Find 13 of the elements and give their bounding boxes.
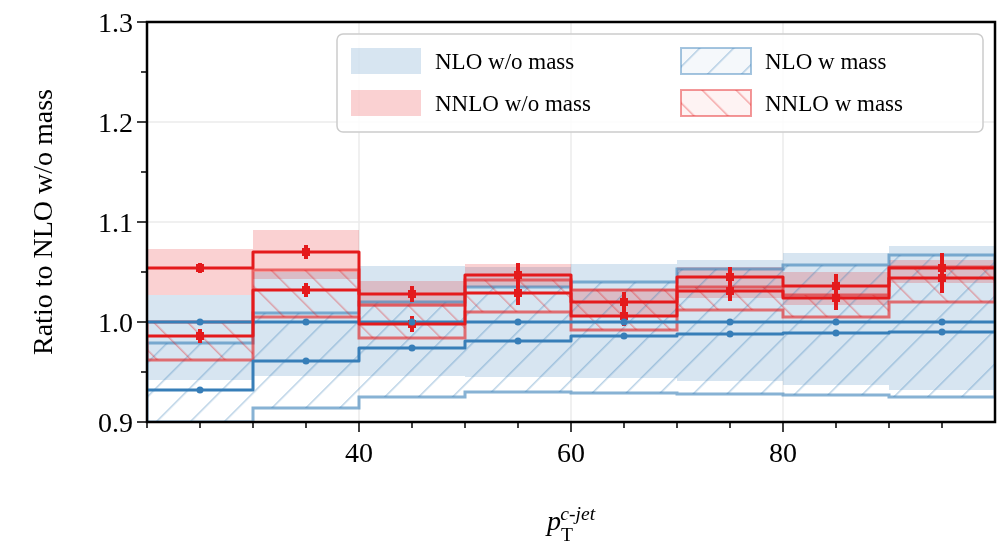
y-tick-label: 1.3	[98, 7, 133, 38]
y-tick-label: 1.1	[98, 207, 133, 238]
legend-label: NLO w/o mass	[435, 49, 575, 74]
legend-label: NNLO w mass	[765, 91, 904, 116]
x-tick-label: 80	[769, 437, 797, 468]
x-tick-label: 40	[345, 437, 373, 468]
legend-label: NNLO w/o mass	[435, 91, 591, 116]
y-tick-label: 0.9	[98, 407, 133, 438]
y-tick-label: 1.0	[98, 307, 133, 338]
y-axis-title: Ratio to NLO w/o mass	[27, 89, 58, 355]
x-tick-label: 60	[557, 437, 585, 468]
legend-label: NLO w mass	[765, 49, 887, 74]
y-tick-label: 1.2	[98, 107, 133, 138]
